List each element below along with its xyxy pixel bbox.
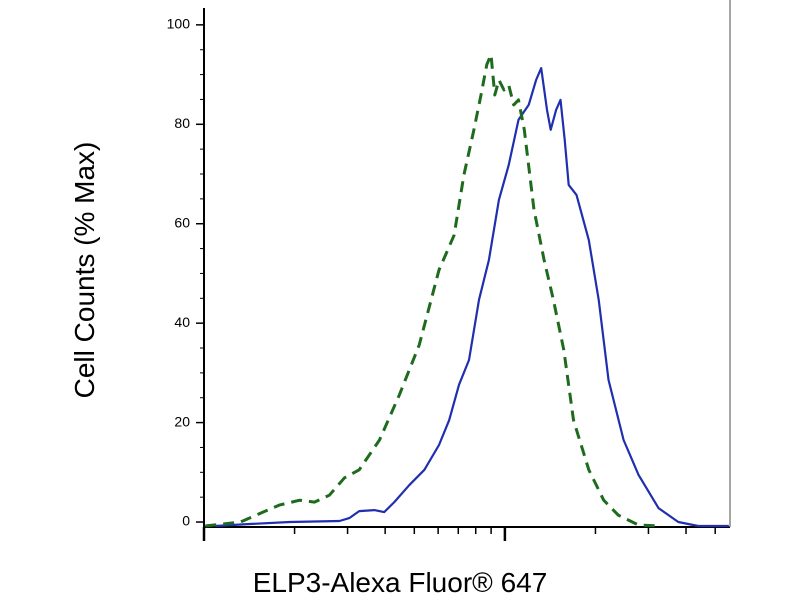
series-line (215, 67, 729, 528)
y-tick-label: 100 (167, 16, 191, 32)
y-tick-label: 60 (174, 214, 190, 230)
y-tick-label: 40 (174, 314, 190, 330)
x-axis-title: ELP3-Alexa Fluor® 647 (253, 567, 548, 598)
y-tick-label: 0 (182, 513, 190, 529)
y-tick-label: 80 (174, 115, 190, 131)
y-axis-title: Cell Counts (% Max) (69, 142, 100, 399)
y-tick-label: 20 (174, 413, 190, 429)
series-line (205, 53, 659, 528)
